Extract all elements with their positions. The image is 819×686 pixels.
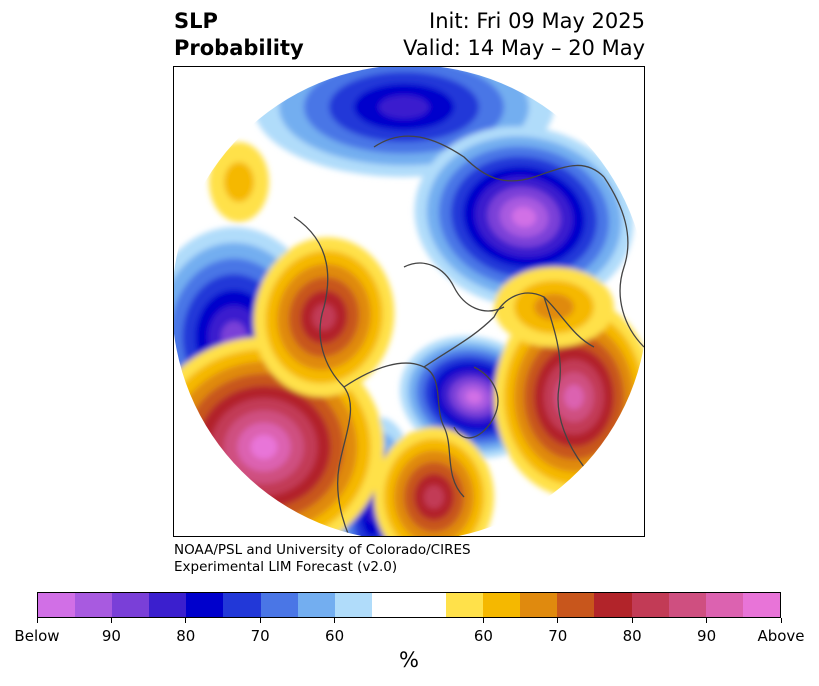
coastline: [293, 216, 355, 536]
colorbar-tick: [482, 618, 484, 623]
title-line-2: Probability: [174, 36, 304, 60]
colorbar-bin: [520, 593, 558, 617]
colorbar: [37, 592, 781, 618]
colorbar-bin: [223, 593, 261, 617]
colorbar-bin: [594, 593, 632, 617]
above-region-small-north: [224, 162, 254, 202]
colorbar-tick-label: 60: [325, 627, 345, 645]
colorbar-bin: [408, 593, 447, 617]
colorbar-bin: [297, 593, 335, 617]
colorbar-bin: [75, 593, 113, 617]
colorbar-bin: [631, 593, 669, 617]
title-line-1: SLP: [174, 9, 218, 33]
colorbar-tick-label: 90: [697, 627, 717, 645]
colorbar-tick: [334, 618, 336, 623]
coastline: [423, 292, 595, 368]
colorbar-unit-label: %: [399, 648, 419, 672]
colorbar-tick: [36, 618, 38, 623]
colorbar-tick: [557, 618, 559, 623]
above-region-eurasia: [564, 384, 584, 410]
colorbar-tick-label: Below: [14, 627, 60, 645]
colorbar-tick-label: 70: [250, 627, 270, 645]
colorbar-bin: [705, 593, 743, 617]
credit-line-1: NOAA/PSL and University of Colorado/CIRE…: [174, 542, 471, 558]
above-region-north-pacific: [250, 434, 278, 460]
colorbar-bin: [334, 593, 372, 617]
colorbar-tick-label: 80: [176, 627, 196, 645]
colorbar-bin: [668, 593, 706, 617]
below-region-arctic: [379, 95, 429, 119]
colorbar-tick: [631, 618, 633, 623]
colorbar-bin: [742, 593, 780, 617]
probability-map: [174, 67, 644, 536]
below-region-siberia: [511, 206, 537, 228]
coastline: [403, 262, 505, 312]
colorbar-bin: [483, 593, 521, 617]
coastline: [373, 135, 605, 182]
colorbar-tick: [706, 618, 708, 623]
colorbar-tick-label: Above: [757, 627, 805, 645]
colorbar-bin: [557, 593, 595, 617]
map-frame: [173, 66, 645, 537]
valid-date-range: Valid: 14 May – 20 May: [403, 36, 645, 60]
colorbar-tick-label: 80: [622, 627, 642, 645]
coastline: [343, 362, 465, 498]
above-region-eastern-us: [424, 485, 444, 509]
init-date: Init: Fri 09 May 2025: [429, 9, 645, 33]
colorbar-bin: [186, 593, 224, 617]
colorbar-tick: [259, 618, 261, 623]
coastline: [453, 366, 499, 439]
colorbar-bin: [112, 593, 150, 617]
colorbar-bin: [260, 593, 298, 617]
credit-line-2: Experimental LIM Forecast (v2.0): [174, 559, 398, 575]
above-region-alaska: [312, 303, 336, 331]
colorbar-bin: [371, 593, 409, 617]
colorbar-bin: [38, 593, 76, 617]
colorbar-tick: [780, 618, 782, 623]
coastline: [543, 296, 585, 468]
below-region-atlantic-high-lat: [465, 390, 483, 404]
colorbar-tick: [185, 618, 187, 623]
coastline: [603, 176, 644, 348]
colorbar-tick-label: 70: [548, 627, 568, 645]
colorbar-tick-label: 90: [101, 627, 121, 645]
colorbar-bin: [149, 593, 187, 617]
colorbar-bin: [446, 593, 484, 617]
colorbar-tick-label: 60: [473, 627, 493, 645]
colorbar-tick: [110, 618, 112, 623]
